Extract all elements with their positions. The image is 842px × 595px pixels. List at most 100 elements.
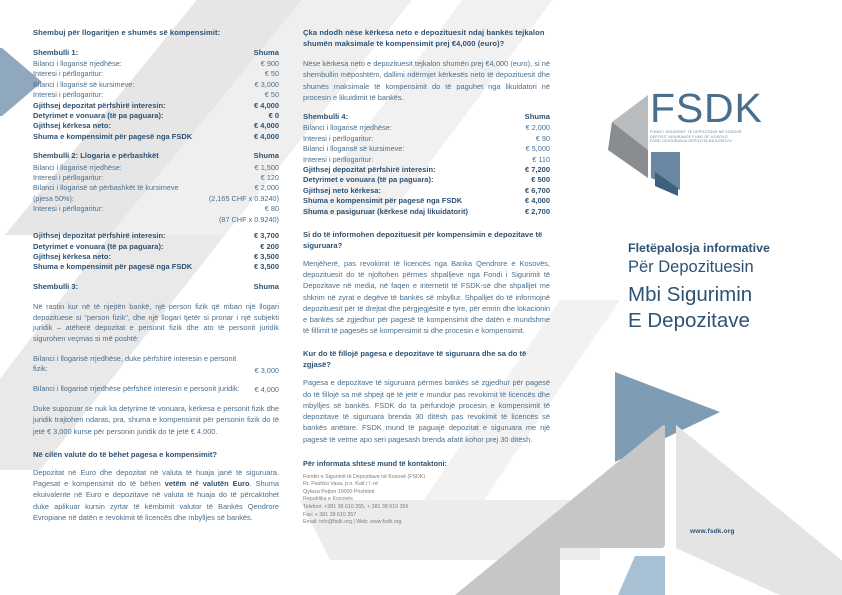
title-line-4: E Depozitave: [628, 309, 750, 332]
row-amount: € 4,000: [253, 131, 279, 141]
contact-line-street: Rr. Pashko Vasa, p.n. Kati i I -rë: [303, 481, 378, 488]
example-3-row-1: Bilanci i llogarisë rrjedhëse, duke përf…: [33, 354, 279, 375]
example-2-table: Shembulli 2: Llogaria e përbashkët Shuma…: [33, 151, 279, 272]
table-row: Interesi i përllogaritur: € 80: [33, 204, 279, 214]
row-amount: € 3,000: [254, 79, 279, 89]
row-amount: € 2,700: [524, 206, 550, 216]
row-amount: € 7,200: [524, 165, 550, 175]
contact-line-phone: Telefoni: +381 38 610 355, + 381 38 610 …: [303, 504, 409, 511]
row-label: Shuma e kompensimit për pagesë nga FSDK: [303, 196, 463, 206]
table-row: Gjithsej depozitat përfshirë interesin: €…: [33, 101, 279, 111]
example-4-amount-header: Shuma: [524, 112, 550, 121]
table-row: Interesi i përllogaritur: € 120: [33, 173, 279, 183]
row-label: Bilanci i llogarisë rrjedhëse:: [33, 59, 122, 68]
row-amount: € 1,500: [254, 162, 279, 172]
example-4-label: Shembulli 4:: [303, 112, 349, 121]
right-panel: FSDK FONDI I SIGURIMIT TË DEPOZITAVE NË …: [565, 0, 842, 595]
table-row: Bilanci i llogarisë rrjedhëse: € 900: [33, 59, 279, 69]
row-amount: € 200: [260, 241, 279, 251]
example-4-table: Shembulli 4: Shuma Bilanci i llogarisë r…: [303, 112, 550, 217]
row-label: Interesi i përllogaritur:: [303, 154, 374, 164]
example-3-header-table: Shembulli 3: Shuma: [33, 282, 279, 293]
row-label: [33, 215, 204, 225]
row-amount: € 3,700: [253, 231, 279, 241]
contact-line-country: Republika e Kosovës: [303, 496, 353, 503]
row-amount: € 5,000: [525, 144, 550, 154]
answer-1: Nëse kërkesa neto e depozituesit tejkalo…: [303, 59, 550, 102]
contact-line-email-web: Email: info@fsdk.org | Web: www.fsdk.org: [303, 519, 402, 526]
row-label: Gjithsej kërkesa neto:: [33, 251, 111, 261]
logo-subtitle: FONDI I SIGURIMIT TË DEPOZITAVE NË KOSOV…: [650, 130, 835, 144]
currency-answer-highlight: vetëm në valutën Euro: [164, 479, 250, 489]
row-amount: € 3,500: [253, 251, 279, 261]
example-1-label: Shembulli 1:: [33, 47, 79, 57]
example-3-row-2: Bilanci i llogarisë rrjedhëse përfshirë …: [33, 384, 279, 395]
row-label: Bilanci i llogarisë rrjedhëse:: [303, 123, 392, 133]
table-row: Interesi i përllogaritur: € 90: [303, 134, 550, 144]
question-2: Si do të informohen depozituesit për kom…: [303, 230, 543, 251]
title-line-1: Fletëpalosja informative: [628, 241, 770, 255]
table-row: Interesi i përllogaritur: € 110: [303, 155, 550, 165]
row-amount: € 110: [532, 154, 550, 164]
table-row: Detyrimet e vonuara (të pa paguara): € 0: [33, 111, 279, 121]
example-1-amount-header: Shuma: [253, 47, 279, 57]
contact-line-city: Qyteza Pejton 10000 Prishtinë: [303, 488, 375, 495]
logo-subtitle-sq: FONDI I SIGURIMIT TË DEPOZITAVE NË KOSOV…: [650, 130, 742, 134]
answer-3: Pagesa e depozitave të siguruara përmes …: [303, 378, 550, 444]
table-row: Bilanci i llogarisë së kursimeve: € 3,000: [33, 80, 279, 90]
logo-wordmark: FSDK: [650, 85, 763, 131]
row-amount: (2,165 CHF x 0.9240): [208, 193, 279, 203]
table-row: Bilanci i llogarisë së përbashkët të kur…: [33, 183, 279, 193]
row-label: Interesi i përllogaritur:: [33, 69, 104, 79]
row-amount: € 120: [260, 173, 279, 183]
row-label: Shuma e kompensimit për pagesë nga FSDK: [33, 131, 193, 141]
table-row: Shembulli 2: Llogaria e përbashkët Shuma: [33, 151, 279, 162]
table-row: Shuma e kompensimit për pagesë nga FSDK €…: [33, 132, 279, 142]
website-url[interactable]: www.fsdk.org: [690, 528, 735, 535]
row-amount: € 3,000: [254, 365, 279, 375]
row-amount: (87 CHF x 0.9240): [218, 214, 279, 224]
logo-subtitle-en: DEPOSIT INSURANCE FUND OF KOSOVO: [650, 134, 728, 139]
left-heading: Shembuj për llogaritjen e shumës së komp…: [33, 28, 221, 37]
contact-line-organisation: Fondin e Sigurimit të Depozitave në Koso…: [303, 473, 426, 480]
contact-heading: Për informata shtesë mund të kontaktoni:: [303, 458, 447, 468]
table-row: Gjithsej kërkesa neto: € 3,500: [33, 252, 279, 262]
currency-question: Në cilën valutë do të bëhet pagesa e kom…: [33, 449, 217, 459]
table-row: (pjesa 50%): (2,165 CHF x 0.9240): [33, 194, 279, 204]
fsdk-logo: FSDK FONDI I SIGURIMIT TË DEPOZITAVE NË …: [650, 88, 835, 144]
row-label: Shuma e pasiguruar (kërkesë ndaj likuida…: [303, 206, 469, 216]
row-label: Detyrimet e vonuara (të pa paguara):: [303, 175, 434, 185]
example-3-closing: Duke supozuar se nuk ka detyrime të vonu…: [33, 404, 279, 436]
row-label: Interesi i përllogaritur:: [33, 90, 104, 100]
table-row: Shembulli 3: Shuma: [33, 282, 279, 293]
title-line-3: Mbi Sigurimin: [628, 283, 753, 306]
row-label: Detyrimet e vonuara (të pa paguara):: [33, 241, 164, 251]
row-label: Gjithsej depozitat përfshirë interesin:: [33, 231, 166, 241]
table-row: Gjithsej depozitat përfshirë interesin: €…: [303, 165, 550, 175]
middle-column: Çka ndodh nëse kërkesa neto e depozitues…: [303, 28, 550, 527]
table-row: Shembulli 1: Shuma: [33, 48, 279, 59]
row-label: Interesi i përllogaritur:: [303, 133, 374, 143]
row-label: Gjithsej depozitat përfshirë interesin:: [303, 165, 436, 175]
row-amount: € 4,000: [254, 385, 279, 395]
row-amount: € 900: [260, 59, 279, 68]
example-1-table: Shembulli 1: Shuma Bilanci i llogarisë r…: [33, 48, 279, 143]
table-row: Bilanci i llogarisë së kursimeve: € 5,000: [303, 144, 550, 154]
row-amount: € 80: [264, 204, 279, 214]
brochure-title-block: Fletëpalosja informative Për Depozituesi…: [628, 240, 842, 334]
answer-2: Menjëherë, pas revokimit të licencës nga…: [303, 259, 550, 336]
example-3-label: Shembulli 3:: [33, 281, 79, 291]
table-row: Detyrimet e vonuara (të pa paguara): € 20…: [33, 242, 279, 252]
row-label: Bilanci i llogarisë së përbashkët të kur…: [33, 183, 179, 193]
row-label: Bilanci i llogarisë së kursimeve:: [303, 144, 405, 154]
table-row: Interesi i përllogaritur: € 50: [33, 90, 279, 100]
row-label: Detyrimet e vonuara (të pa paguara):: [33, 111, 164, 121]
row-amount: € 0: [268, 111, 279, 121]
row-label: Bilanci i llogarisë rrjedhëse:: [33, 162, 122, 172]
row-label: Gjithsej neto kërkesa:: [303, 185, 381, 195]
row-amount: € 4,000: [253, 121, 279, 131]
currency-answer: Depozitat në Euro dhe depozitat në valut…: [33, 467, 279, 523]
table-row: Shembulli 4: Shuma: [303, 112, 550, 123]
row-label: Shuma e kompensimit për pagesë nga FSDK: [33, 262, 193, 272]
example-2-amount-header: Shuma: [253, 151, 279, 161]
